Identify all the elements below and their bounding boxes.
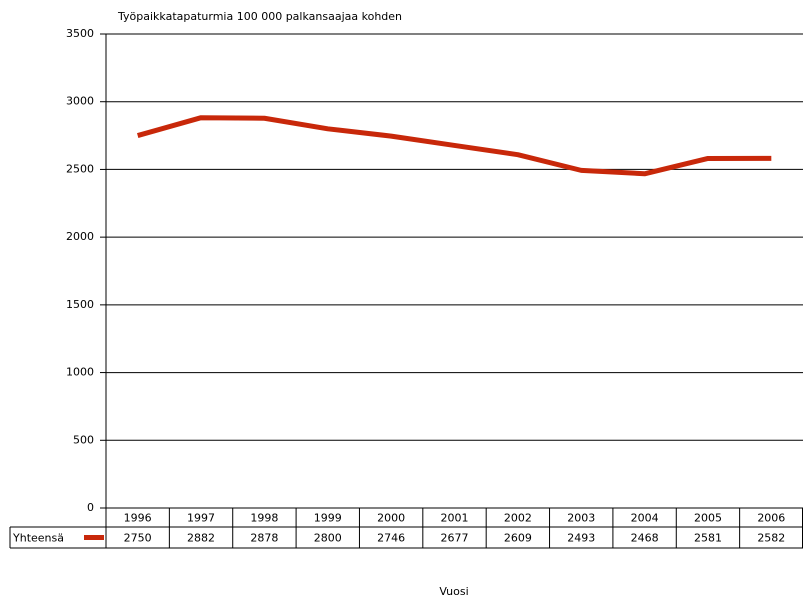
x-tick-label: 1999 — [314, 512, 342, 525]
x-tick-label: 1997 — [187, 512, 215, 525]
line — [137, 115, 772, 177]
table-value: 2800 — [314, 532, 342, 545]
x-tick-label: 2006 — [757, 512, 785, 525]
table-value: 2468 — [631, 532, 659, 545]
y-tick-label: 1000 — [66, 366, 94, 379]
x-tick-label: 2001 — [441, 512, 469, 525]
table-value: 2882 — [187, 532, 215, 545]
y-tick-label: 1500 — [66, 298, 94, 311]
x-tick-label: 2004 — [631, 512, 659, 525]
y-tick-label: 3500 — [66, 27, 94, 40]
table-value: 2581 — [694, 532, 722, 545]
table-value: 2750 — [124, 532, 152, 545]
y-tick-label: 0 — [87, 501, 94, 514]
x-axis-label: Vuosi — [439, 585, 468, 598]
table-value: 2677 — [441, 532, 469, 545]
table-value: 2746 — [377, 532, 405, 545]
y-tick-label: 3000 — [66, 95, 94, 108]
table-value: 2878 — [250, 532, 278, 545]
x-tick-label: 2003 — [567, 512, 595, 525]
x-tick-label: 2005 — [694, 512, 722, 525]
table-value: 2582 — [757, 532, 785, 545]
x-tick-label: 1996 — [124, 512, 152, 525]
y-tick-label: 2000 — [66, 230, 94, 243]
y-tick-label: 500 — [73, 433, 94, 446]
legend-label: Yhteensä — [12, 532, 64, 545]
table-value: 2493 — [567, 532, 595, 545]
x-tick-label: 2000 — [377, 512, 405, 525]
y-tick-label: 2500 — [66, 162, 94, 175]
x-tick-label: 1998 — [250, 512, 278, 525]
chart-title: Työpaikkatapaturmia 100 000 palkansaajaa… — [117, 10, 402, 23]
table-value: 2609 — [504, 532, 532, 545]
x-tick-label: 2002 — [504, 512, 532, 525]
